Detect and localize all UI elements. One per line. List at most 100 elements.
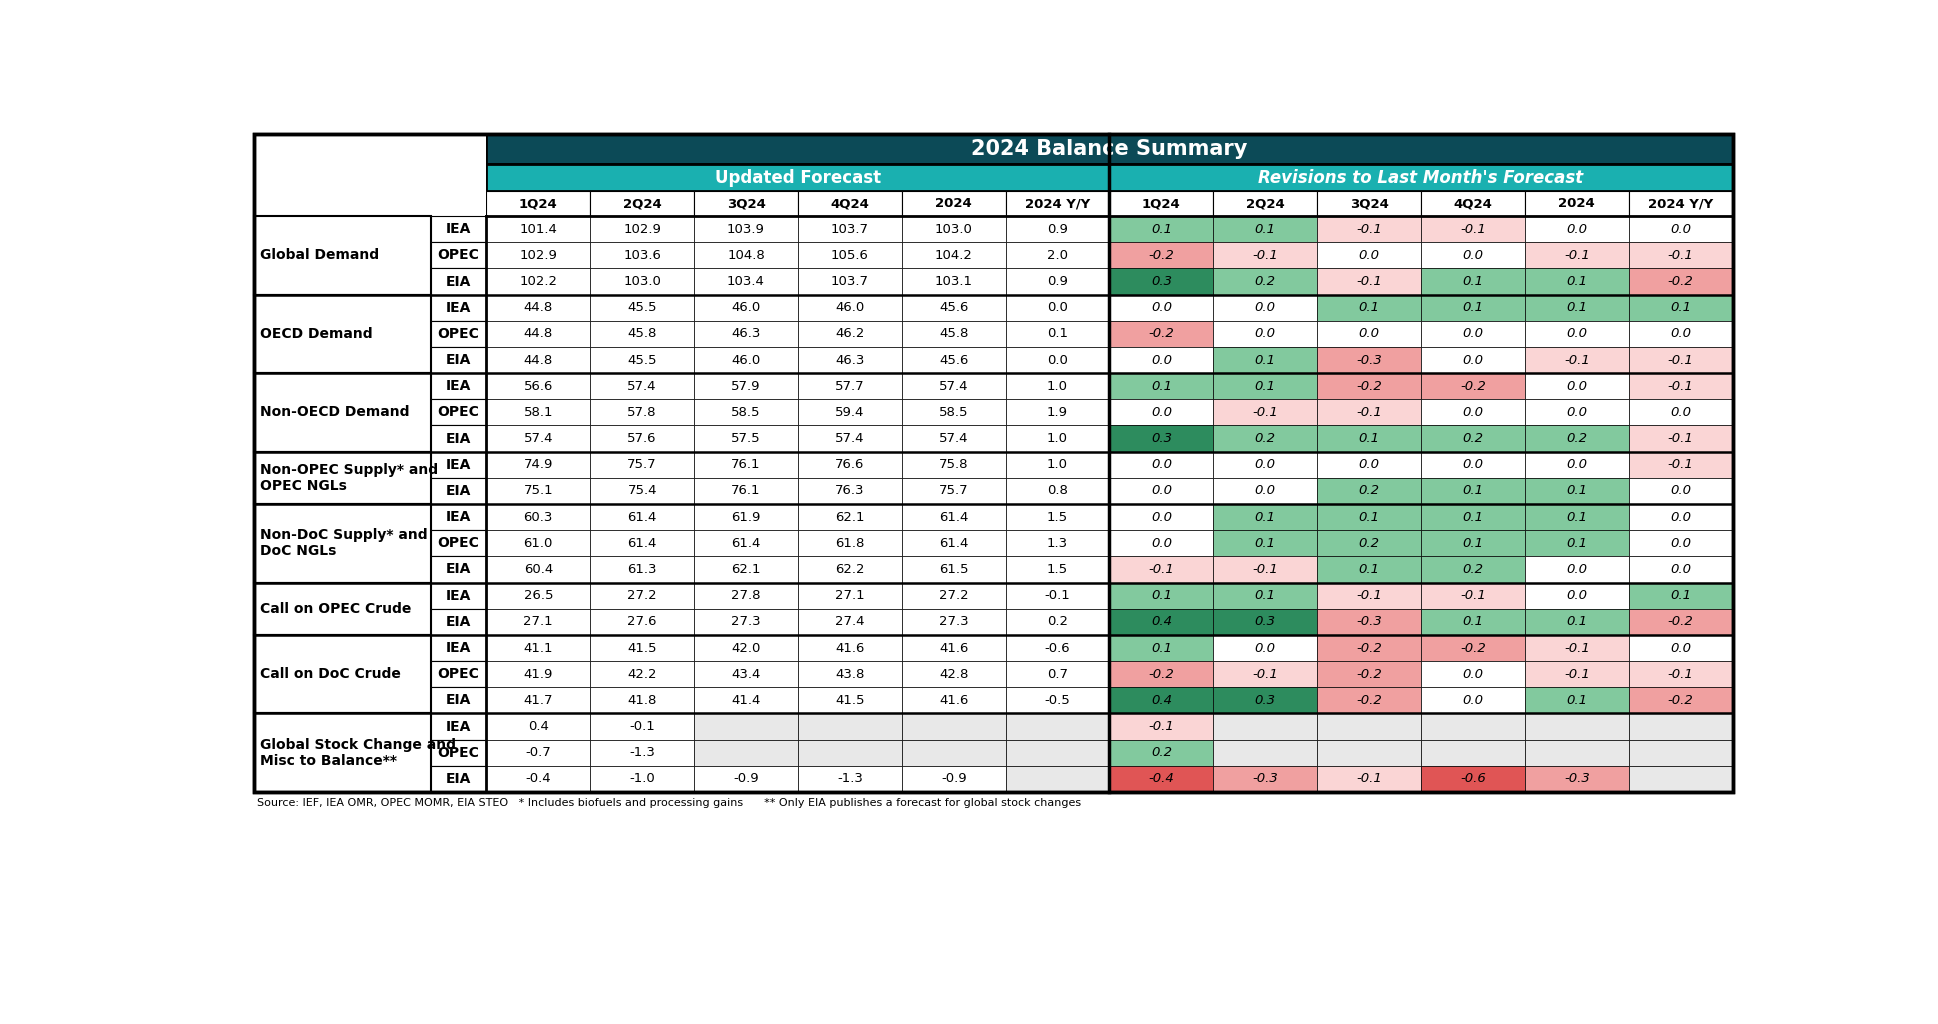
Bar xyxy=(1213,216,1318,243)
Text: 0.1: 0.1 xyxy=(1254,222,1275,236)
Text: 0.8: 0.8 xyxy=(1047,484,1068,498)
Text: -0.1: -0.1 xyxy=(1669,380,1694,393)
Text: -0.3: -0.3 xyxy=(1357,615,1382,629)
Bar xyxy=(798,583,901,608)
Bar xyxy=(1421,714,1525,739)
Text: -0.1: -0.1 xyxy=(1045,589,1070,602)
Bar xyxy=(1109,321,1213,347)
Bar xyxy=(1628,191,1733,216)
Text: -0.4: -0.4 xyxy=(1149,772,1174,785)
Text: 4Q24: 4Q24 xyxy=(1454,198,1492,210)
Text: 0.0: 0.0 xyxy=(1671,563,1692,575)
Bar xyxy=(486,504,591,530)
Text: Source: IEF, IEA OMR, OPEC MOMR, EIA STEO   * Includes biofuels and processing g: Source: IEF, IEA OMR, OPEC MOMR, EIA STE… xyxy=(258,798,1081,808)
Bar xyxy=(430,608,486,635)
Text: 0.1: 0.1 xyxy=(1566,694,1587,707)
Bar xyxy=(591,608,694,635)
Text: 0.1: 0.1 xyxy=(1254,589,1275,602)
Text: 0.1: 0.1 xyxy=(1151,222,1172,236)
Text: 0.1: 0.1 xyxy=(1359,432,1380,445)
Text: -0.3: -0.3 xyxy=(1564,772,1589,785)
Text: -0.1: -0.1 xyxy=(1357,772,1382,785)
Bar xyxy=(1213,583,1318,608)
Bar xyxy=(1109,766,1213,792)
Bar xyxy=(1006,504,1109,530)
Bar xyxy=(1421,635,1525,662)
Text: Non-OPEC Supply* and
OPEC NGLs: Non-OPEC Supply* and OPEC NGLs xyxy=(260,463,438,493)
Text: 76.1: 76.1 xyxy=(731,459,762,471)
Bar xyxy=(430,739,486,766)
Bar xyxy=(694,321,798,347)
Text: IEA: IEA xyxy=(446,641,471,655)
Text: 46.0: 46.0 xyxy=(731,301,760,314)
Text: 57.7: 57.7 xyxy=(835,380,864,393)
Text: 0.1: 0.1 xyxy=(1566,537,1587,550)
Text: 0.0: 0.0 xyxy=(1671,537,1692,550)
Text: -0.1: -0.1 xyxy=(1669,249,1694,262)
Text: 2.0: 2.0 xyxy=(1047,249,1068,262)
Text: EIA: EIA xyxy=(446,353,471,367)
Bar xyxy=(1628,583,1733,608)
Text: 45.5: 45.5 xyxy=(628,353,657,367)
Bar xyxy=(901,687,1006,714)
Bar xyxy=(1421,739,1525,766)
Bar xyxy=(1109,452,1213,478)
Text: -0.1: -0.1 xyxy=(1459,589,1486,602)
Text: 45.6: 45.6 xyxy=(940,353,969,367)
Text: 0.0: 0.0 xyxy=(1254,484,1275,498)
Bar xyxy=(1421,556,1525,583)
Bar xyxy=(591,295,694,321)
Bar xyxy=(1525,635,1628,662)
Text: OPEC: OPEC xyxy=(438,327,479,341)
Bar xyxy=(1109,478,1213,504)
Bar xyxy=(430,530,486,556)
Bar xyxy=(798,295,901,321)
Text: 57.6: 57.6 xyxy=(628,432,657,445)
Bar xyxy=(1006,243,1109,268)
Bar xyxy=(1628,452,1733,478)
Text: 57.4: 57.4 xyxy=(835,432,864,445)
Text: 0.0: 0.0 xyxy=(1151,353,1172,367)
Text: -0.2: -0.2 xyxy=(1357,380,1382,393)
Bar xyxy=(1109,373,1213,399)
Text: -1.3: -1.3 xyxy=(837,772,862,785)
Bar xyxy=(901,216,1006,243)
Bar xyxy=(901,478,1006,504)
Bar xyxy=(1006,191,1109,216)
Text: 0.0: 0.0 xyxy=(1463,459,1483,471)
Text: IEA: IEA xyxy=(446,222,471,237)
Text: -0.1: -0.1 xyxy=(1357,275,1382,288)
Bar xyxy=(486,268,591,295)
Bar xyxy=(1109,739,1213,766)
Bar xyxy=(1525,347,1628,373)
Text: 0.0: 0.0 xyxy=(1463,694,1483,707)
Bar xyxy=(901,530,1006,556)
Bar xyxy=(430,373,486,399)
Bar xyxy=(1525,295,1628,321)
Text: 57.9: 57.9 xyxy=(731,380,762,393)
Text: IEA: IEA xyxy=(446,301,471,314)
Bar xyxy=(694,243,798,268)
Bar xyxy=(1525,608,1628,635)
Text: IEA: IEA xyxy=(446,589,471,603)
Text: 3Q24: 3Q24 xyxy=(1349,198,1388,210)
Text: 0.0: 0.0 xyxy=(1463,249,1483,262)
Bar xyxy=(798,714,901,739)
Bar xyxy=(1318,268,1421,295)
Bar xyxy=(591,373,694,399)
Bar xyxy=(1525,216,1628,243)
Text: -0.1: -0.1 xyxy=(1149,563,1174,575)
Text: 0.1: 0.1 xyxy=(1359,511,1380,523)
Text: 0.0: 0.0 xyxy=(1254,641,1275,654)
Bar xyxy=(1318,687,1421,714)
Text: 104.8: 104.8 xyxy=(727,249,766,262)
Bar xyxy=(1006,373,1109,399)
Text: 46.0: 46.0 xyxy=(731,353,760,367)
Bar xyxy=(486,243,591,268)
Bar xyxy=(1213,373,1318,399)
Text: 0.0: 0.0 xyxy=(1566,380,1587,393)
Bar xyxy=(1628,426,1733,452)
Bar xyxy=(694,504,798,530)
Bar xyxy=(430,766,486,792)
Text: 27.3: 27.3 xyxy=(731,615,762,629)
